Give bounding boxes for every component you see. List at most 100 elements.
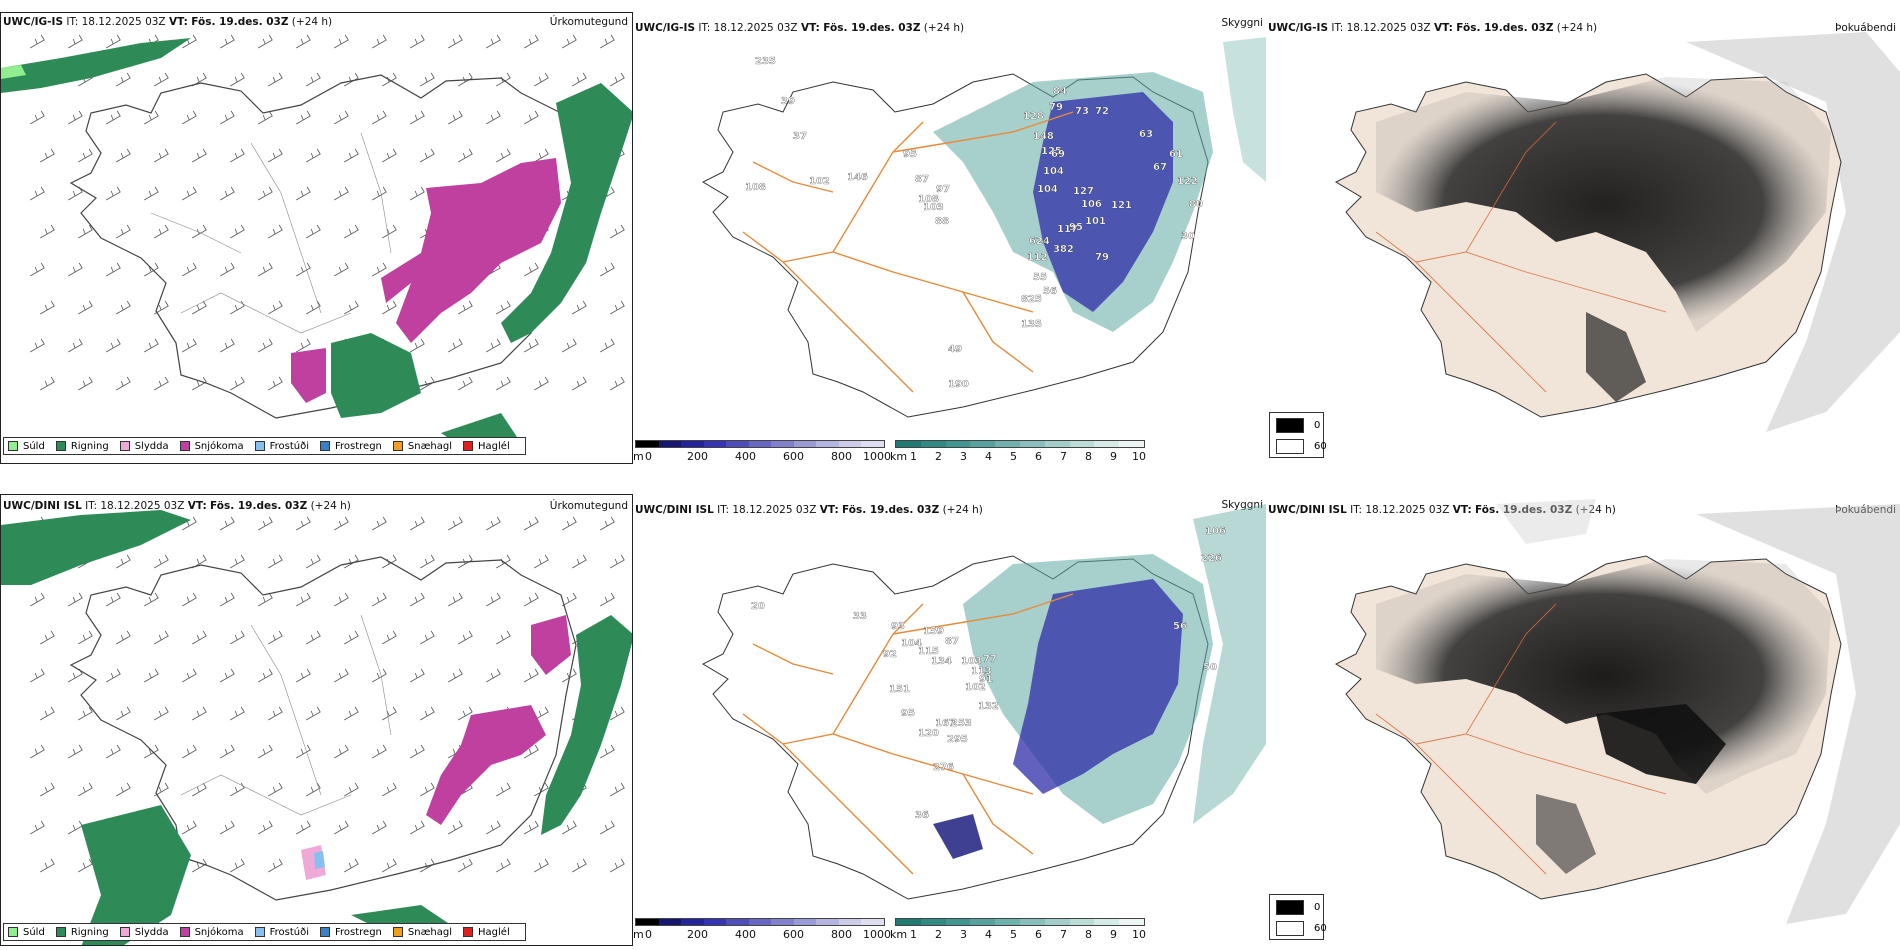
wind-barb xyxy=(496,782,511,797)
wind-barb xyxy=(78,148,93,163)
tick-label: 5 xyxy=(1010,928,1017,941)
wind-barb xyxy=(154,300,169,315)
visibility-colorbar-gradient xyxy=(895,918,1145,926)
wind-barb xyxy=(230,554,245,569)
fog-panel-top: UWC/IG-IS IT: 18.12.2025 03Z VT: Fös. 19… xyxy=(1266,12,1900,464)
wind-barb xyxy=(534,72,549,87)
wind-barb xyxy=(68,338,83,353)
station-value-label: 72 xyxy=(1095,106,1109,117)
tick-label: 3 xyxy=(960,450,967,463)
colorbar-step xyxy=(816,441,839,447)
legend-swatch xyxy=(392,441,403,451)
fog-legend-label: 60 xyxy=(1314,923,1327,934)
wind-barb xyxy=(182,668,197,683)
wind-barb xyxy=(78,224,93,239)
wind-barb xyxy=(524,110,539,125)
wind-barb xyxy=(420,782,435,797)
wind-barb xyxy=(372,668,387,683)
colorbar-step xyxy=(658,441,682,447)
wind-barb xyxy=(40,224,55,239)
wind-barb xyxy=(448,110,463,125)
wind-barb xyxy=(372,186,387,201)
station-value-label: 134 xyxy=(931,656,952,667)
colorbar-step xyxy=(838,441,862,447)
it-label: IT: xyxy=(1331,22,1344,34)
fog-map xyxy=(1334,499,1900,924)
road-network xyxy=(742,593,1074,875)
fog-panel-bottom: UWC/DINI ISL IT: 18.12.2025 03Z VT: Fös.… xyxy=(1266,494,1900,946)
wind-barb xyxy=(192,72,207,87)
wind-barb xyxy=(306,300,321,315)
wind-barb xyxy=(524,592,539,607)
wind-barb xyxy=(562,516,577,531)
wind-barb xyxy=(154,706,169,721)
tick-label: 3 xyxy=(960,928,967,941)
wind-barb xyxy=(372,516,387,531)
legend-label: Rigning xyxy=(70,440,109,452)
legend-item: Snæhagl xyxy=(392,441,452,452)
wind-barb xyxy=(40,376,55,391)
vt-value: Fös. 19.des. 03Z xyxy=(842,504,940,516)
wind-barb xyxy=(458,706,473,721)
station-value-label: 106 xyxy=(1205,526,1226,537)
wind-barb xyxy=(40,630,55,645)
wind-barb xyxy=(258,186,273,201)
wind-barb xyxy=(448,592,463,607)
station-value-label: 20 xyxy=(751,601,765,612)
station-value-label: 382 xyxy=(1053,244,1074,255)
wind-barb xyxy=(154,782,169,797)
wind-barb xyxy=(610,858,625,873)
legend-item: Slydda xyxy=(119,441,169,452)
model-name: UWC/IG-IS xyxy=(1268,22,1329,34)
vt-value: Fös. 19.des. 03Z xyxy=(191,16,289,28)
colorbar-step xyxy=(726,919,749,925)
panel-header: UWC/DINI ISL IT: 18.12.2025 03Z VT: Fös.… xyxy=(635,504,983,516)
wind-barb xyxy=(106,338,121,353)
lead-time: (+24 h) xyxy=(1575,504,1616,516)
wind-barb xyxy=(486,516,501,531)
station-value-label: 825 xyxy=(1021,294,1042,305)
wind-barb xyxy=(420,148,435,163)
wind-barb xyxy=(230,858,245,873)
wind-barb xyxy=(182,744,197,759)
elevation-blue-area xyxy=(1013,579,1183,794)
wind-barb xyxy=(486,34,501,49)
wind-barb xyxy=(420,706,435,721)
vt-label: VT: xyxy=(1452,504,1472,516)
wind-barb xyxy=(220,516,235,531)
wind-barb xyxy=(220,744,235,759)
colorbar-step xyxy=(1044,441,1070,447)
fog-swatch-black xyxy=(1276,900,1304,915)
wind-barb xyxy=(572,554,587,569)
wind-barb xyxy=(192,300,207,315)
wind-barb xyxy=(68,262,83,277)
wind-barb xyxy=(220,592,235,607)
colorbar-step xyxy=(748,919,772,925)
station-value-label: 37 xyxy=(793,131,807,142)
wind-barb xyxy=(230,224,245,239)
wind-barb xyxy=(78,376,93,391)
station-value-label: 79 xyxy=(1049,102,1063,113)
wind-barb xyxy=(220,186,235,201)
station-value-label: 117 xyxy=(1057,224,1078,235)
station-value-label: 115 xyxy=(918,646,939,657)
fog-swatch-white xyxy=(1276,921,1304,936)
legend-swatch xyxy=(463,927,474,937)
station-value-label: 167 xyxy=(935,718,956,729)
colorbar-step xyxy=(703,441,727,447)
precip-type-panel-bottom: UWC/DINI ISL IT: 18.12.2025 03Z VT: Fös.… xyxy=(0,494,633,946)
tick-label: 800 xyxy=(831,928,852,941)
wind-barb xyxy=(30,34,45,49)
wind-barb xyxy=(268,554,283,569)
vt-value: Fös. 19.des. 03Z xyxy=(823,22,921,34)
station-value-label: 103 xyxy=(961,656,982,667)
it-value: 18.12.2025 03Z xyxy=(1346,22,1431,34)
colorbar-step xyxy=(945,919,971,925)
vt-value: Fös. 19.des. 03Z xyxy=(1456,22,1554,34)
wind-barb xyxy=(78,300,93,315)
tick-label: 5 xyxy=(1010,450,1017,463)
wind-barb xyxy=(144,338,159,353)
wind-barb xyxy=(258,820,273,835)
station-value-label: 102 xyxy=(809,176,830,187)
wind-barb xyxy=(334,186,349,201)
